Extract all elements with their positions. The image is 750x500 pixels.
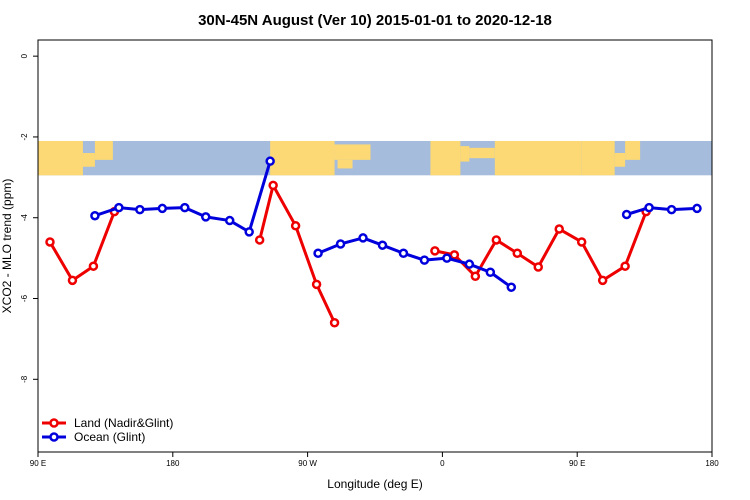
data-point bbox=[533, 262, 544, 272]
x-tick-label: 180 bbox=[166, 459, 180, 468]
series bbox=[90, 156, 702, 292]
data-point bbox=[135, 204, 145, 215]
map-land bbox=[38, 140, 83, 176]
series-line bbox=[626, 206, 698, 216]
data-point bbox=[180, 202, 190, 213]
data-point bbox=[335, 239, 346, 249]
data-point bbox=[358, 233, 368, 243]
world-map-band bbox=[38, 140, 712, 176]
plot-frame bbox=[37, 39, 713, 453]
series-line bbox=[48, 211, 116, 282]
data-point bbox=[157, 203, 168, 214]
data-point bbox=[254, 235, 265, 245]
data-point bbox=[554, 224, 564, 234]
data-point bbox=[666, 204, 677, 215]
y-tick-label: -6 bbox=[20, 294, 29, 302]
data-point bbox=[620, 261, 630, 271]
x-tick-label: 90 W bbox=[298, 459, 317, 468]
data-point bbox=[201, 212, 211, 222]
data-point bbox=[290, 221, 301, 231]
data-point bbox=[90, 210, 100, 221]
data-point bbox=[88, 261, 99, 271]
data-point bbox=[398, 248, 409, 259]
data-point bbox=[377, 240, 388, 250]
data-point bbox=[67, 275, 78, 286]
map-land bbox=[625, 140, 641, 160]
series bbox=[45, 180, 651, 328]
map-land bbox=[614, 152, 626, 167]
chart-title: 30N-45N August (Ver 10) 2015-01-01 to 20… bbox=[198, 12, 552, 29]
legend-label: Ocean (Glint) bbox=[74, 430, 145, 444]
x-tick-label: 180 bbox=[705, 459, 719, 468]
map-land bbox=[494, 140, 582, 176]
data-point bbox=[644, 202, 654, 213]
data-point bbox=[506, 282, 517, 292]
data-point bbox=[442, 253, 452, 263]
map-land bbox=[334, 144, 371, 160]
series-layer bbox=[45, 156, 702, 328]
legend: Land (Nadir&Glint)Ocean (Glint) bbox=[42, 416, 173, 444]
map-land bbox=[581, 140, 615, 176]
map-land bbox=[337, 159, 353, 169]
y-tick-label: -2 bbox=[20, 133, 29, 141]
data-point bbox=[114, 202, 124, 213]
data-point bbox=[419, 255, 430, 265]
x-tick-label: 90 E bbox=[30, 459, 46, 468]
data-point bbox=[485, 267, 496, 278]
data-point bbox=[621, 209, 632, 220]
map-land bbox=[469, 147, 495, 159]
data-point bbox=[470, 271, 481, 282]
axes: 90 E 180 90 W 0 90 E 180 0 -2 -4 -6 -8 bbox=[20, 39, 719, 468]
x-tick-label: 0 bbox=[440, 459, 445, 468]
y-tick-label: -4 bbox=[20, 214, 29, 222]
x-axis-title: Longitude (deg E) bbox=[327, 477, 422, 491]
data-point bbox=[329, 317, 340, 328]
map-land bbox=[270, 140, 335, 176]
y-tick-label: 0 bbox=[20, 53, 29, 58]
data-point bbox=[265, 156, 275, 166]
data-point bbox=[576, 237, 587, 247]
legend-label: Land (Nadir&Glint) bbox=[74, 416, 173, 430]
data-point bbox=[244, 227, 254, 237]
map-land bbox=[430, 140, 461, 176]
data-point bbox=[224, 215, 235, 226]
map-land bbox=[82, 152, 95, 167]
data-point bbox=[45, 237, 55, 247]
data-point bbox=[268, 180, 278, 191]
data-point bbox=[512, 248, 523, 259]
y-tick-label: -8 bbox=[20, 375, 29, 383]
data-point bbox=[597, 275, 608, 286]
legend-marker bbox=[49, 432, 59, 442]
legend-marker bbox=[49, 418, 59, 428]
data-point bbox=[313, 248, 323, 259]
map-land bbox=[460, 146, 470, 162]
series-line bbox=[317, 236, 513, 289]
map-land bbox=[94, 140, 113, 160]
data-point bbox=[491, 235, 502, 245]
data-point bbox=[464, 259, 475, 269]
data-point bbox=[692, 203, 702, 214]
data-point bbox=[449, 250, 460, 260]
data-point bbox=[430, 246, 440, 256]
y-axis-title: XCO2 - MLO trend (ppm) bbox=[0, 179, 14, 314]
data-point bbox=[311, 279, 322, 290]
x-tick-label: 90 E bbox=[569, 459, 585, 468]
